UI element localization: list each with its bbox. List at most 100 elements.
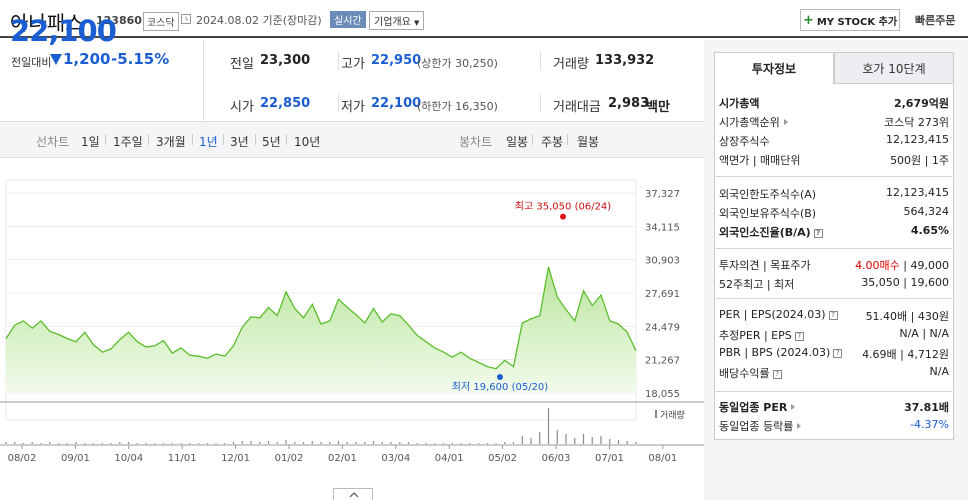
volume-bar	[626, 441, 628, 444]
period-3y[interactable]: 3년	[230, 135, 249, 149]
trade-value: 2,983	[608, 96, 650, 111]
period-1y[interactable]: 1년	[199, 135, 218, 149]
help-icon[interactable]: ?	[833, 349, 843, 358]
x-tick-label: 04/01	[435, 453, 464, 464]
help-icon[interactable]: ?	[794, 332, 804, 341]
chevron-up-icon	[349, 492, 359, 498]
low-point	[497, 373, 503, 380]
opinion-row: 투자의견 | 목표주가 4.00매수 | 49,000	[719, 257, 949, 275]
x-tick-label: 09/01	[61, 453, 90, 464]
y-tick-label: 37,327	[645, 189, 680, 200]
chevron-down-icon: ▼	[414, 19, 420, 27]
period-3m[interactable]: 3개월	[156, 135, 186, 149]
low-annotation-label: 최저	[452, 381, 470, 393]
help-icon[interactable]: ?	[772, 370, 782, 379]
volume-bar	[460, 443, 462, 444]
foreign-ratio-value: 4.65%	[910, 224, 949, 237]
per-value: 51.40배 | 430원	[865, 310, 949, 323]
est-per-row: 추정PER | EPS? N/A | N/A	[719, 327, 949, 345]
week52-label: 52주최고 | 최저	[719, 278, 795, 291]
low-value: 22,100	[371, 96, 422, 111]
x-tick-label: 05/02	[488, 453, 517, 464]
volume-value: 133,932	[595, 53, 655, 68]
help-icon[interactable]: ?	[828, 311, 838, 320]
low-annotation: 최저 19,600 (05/20)	[452, 381, 549, 393]
shares-label: 상장주식수	[719, 135, 770, 148]
period-1d[interactable]: 1일	[81, 135, 100, 149]
volume-bar	[49, 442, 51, 444]
market-cap-value: 2,679억원	[893, 97, 949, 110]
foreign-hold-label: 외국인보유주식수(B)	[719, 207, 817, 220]
change-label: 전일대비	[11, 56, 52, 69]
collapse-chart-button[interactable]	[333, 488, 373, 500]
volume-bar	[75, 442, 77, 444]
face-value-row: 액면가 | 매매단위 500원 | 1주	[719, 152, 949, 170]
candle-monthly[interactable]: 월봉	[577, 135, 600, 149]
company-overview-button[interactable]: 기업개요 ▼	[369, 11, 425, 30]
volume-bar	[154, 443, 156, 444]
volume-bar	[582, 434, 585, 444]
volume-bar	[547, 408, 550, 444]
tab-order-book[interactable]: 호가 10단계	[834, 52, 954, 84]
industry-rate-row[interactable]: 동일업종 등락률 -4.37%	[719, 418, 949, 436]
volume-bar	[364, 442, 366, 444]
volume-bar	[609, 439, 611, 444]
add-my-stock-button[interactable]: + MY STOCK 추가	[800, 9, 900, 31]
volume-bar	[206, 443, 208, 444]
volume-bar	[40, 443, 42, 444]
invest-info-box	[714, 84, 954, 440]
help-icon[interactable]: ?	[813, 229, 823, 238]
volume-bar	[127, 442, 130, 444]
volume-bar	[442, 443, 445, 444]
high-value: 22,950	[371, 53, 422, 68]
volume-bar	[591, 437, 593, 444]
prev-close-label: 전일	[230, 57, 254, 72]
industry-per-row[interactable]: 동일업종 PER 37.81배	[719, 399, 949, 417]
week52-value: 35,050 | 19,600	[861, 276, 949, 289]
tab-invest-info[interactable]: 투자정보	[714, 52, 834, 84]
candle-daily[interactable]: 일봉	[506, 135, 529, 149]
volume-bar	[276, 442, 278, 444]
trade-value-unit: 백만	[646, 100, 670, 115]
live-button[interactable]: 실시간	[330, 11, 366, 28]
down-arrow-icon	[50, 54, 62, 65]
volume-bar	[145, 443, 147, 444]
low-annotation-value: 19,600	[473, 382, 508, 393]
y-tick-label: 24,479	[645, 322, 680, 333]
quick-order-button[interactable]: 빠른주문	[915, 14, 956, 27]
candle-weekly[interactable]: 주봉	[541, 135, 564, 149]
volume-bar	[495, 443, 497, 444]
open-value: 22,850	[260, 96, 311, 111]
foreign-hold-row: 외국인보유주식수(B) 564,324	[719, 205, 949, 223]
est-per-label: 추정PER | EPS	[719, 329, 792, 342]
volume-bar	[407, 442, 410, 444]
high-annotation-label: 최고	[515, 201, 533, 213]
market-cap-row: 시가총액 2,679억원	[719, 95, 949, 113]
x-tick-label: 11/01	[168, 453, 197, 464]
period-5y[interactable]: 5년	[262, 135, 281, 149]
volume-bar	[530, 438, 532, 444]
candle-chart-label: 봉차트	[459, 135, 493, 149]
current-price: 22,100	[10, 14, 117, 48]
volume-bar	[224, 443, 226, 444]
add-my-stock-label: MY STOCK 추가	[816, 16, 898, 28]
volume-bar	[180, 443, 182, 444]
volume-bar	[92, 443, 95, 444]
volume-bar	[451, 443, 453, 444]
per-label: PER | EPS(2024.03)	[719, 308, 826, 321]
market-cap-rank-row[interactable]: 시가총액순위 코스닥 273위	[719, 114, 949, 132]
period-1w[interactable]: 1주일	[113, 135, 143, 149]
high-annotation-date: (06/24)	[575, 202, 612, 213]
volume-bar	[84, 443, 86, 444]
volume-bar	[294, 442, 296, 444]
opinion-value: 4.00매수	[855, 259, 900, 272]
period-10y[interactable]: 10년	[294, 135, 321, 149]
volume-bar	[110, 443, 112, 444]
foreign-ratio-row: 외국인소진율(B/A)? 4.65%	[719, 224, 949, 242]
volume-bar	[320, 442, 322, 444]
volume-bar	[381, 442, 383, 444]
volume-bar	[22, 443, 25, 444]
shares-row: 상장주식수 12,123,415	[719, 133, 949, 151]
x-tick-label: 08/01	[648, 453, 677, 464]
industry-per-label: 동일업종 PER	[719, 401, 788, 414]
